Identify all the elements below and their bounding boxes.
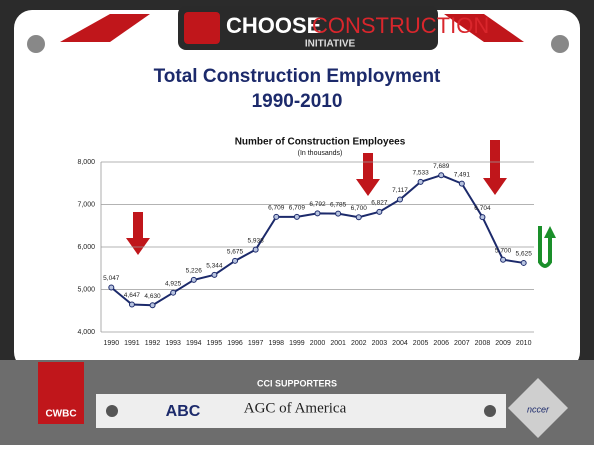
marker [396, 196, 403, 203]
x-tick-label: 2001 [330, 340, 346, 347]
value-label: 6,704 [474, 205, 491, 212]
x-tick-label: 1999 [289, 340, 305, 347]
value-label: 4,925 [165, 280, 182, 287]
y-tick-label: 8,000 [77, 159, 95, 166]
marker [500, 256, 507, 263]
value-label: 6,700 [351, 205, 368, 212]
value-label: 6,785 [330, 201, 347, 208]
slide-title-2: 1990-2010 [252, 91, 343, 112]
marker [314, 210, 321, 217]
marker [149, 302, 156, 309]
marker [232, 257, 239, 264]
value-label: 4,630 [144, 293, 161, 300]
x-tick-label: 1996 [227, 340, 243, 347]
value-label: 5,625 [516, 251, 533, 258]
plot: 4,000 5,000 6,000 7,000 8,000 1990 1991 1992 199… [77, 159, 534, 347]
marker [479, 214, 486, 221]
marker [458, 180, 465, 187]
y-tick-label: 7,000 [77, 201, 95, 208]
slide-area [14, 10, 580, 370]
x-tick-label: 1994 [186, 340, 202, 347]
marker [438, 172, 445, 179]
marker [273, 213, 280, 220]
marker [376, 208, 383, 215]
bolt [106, 405, 118, 417]
value-label: 5,226 [186, 268, 203, 275]
marker [108, 284, 115, 291]
value-label: 6,792 [309, 201, 326, 208]
x-tick-label: 2007 [454, 340, 470, 347]
logo-agc: AGC of America [244, 400, 347, 416]
logo-icon [184, 12, 220, 44]
marker [252, 246, 259, 253]
value-label: 7,533 [412, 170, 429, 177]
marker [190, 276, 197, 283]
logo-strip [96, 394, 506, 428]
value-label: 5,344 [206, 263, 223, 270]
brand-right: CONSTRUCTION [312, 13, 489, 38]
marker [293, 213, 300, 220]
cwbc-logo [38, 362, 84, 424]
x-tick-label: 1998 [268, 340, 284, 347]
y-tick-label: 5,000 [77, 286, 95, 293]
chart-title: Number of Construction Employees [235, 137, 406, 148]
x-tick-label: 1997 [248, 340, 264, 347]
x-tick-label: 1992 [145, 340, 161, 347]
marker [170, 289, 177, 296]
value-label: 6,709 [268, 205, 285, 212]
x-tick-label: 2008 [475, 340, 491, 347]
marker [335, 210, 342, 217]
x-tick-label: 2000 [310, 340, 326, 347]
header-stripes [27, 14, 569, 53]
y-tick-label: 4,000 [77, 329, 95, 336]
x-tick-label: 2002 [351, 340, 367, 347]
x-tick-label: 1990 [104, 340, 120, 347]
x-tick-label: 2009 [495, 340, 511, 347]
arrows [126, 140, 556, 268]
value-label: 6,709 [289, 205, 306, 212]
marker [355, 214, 362, 221]
value-label: 7,689 [433, 163, 450, 170]
brand-sub: INITIATIVE [305, 39, 356, 50]
x-tick-label: 1991 [124, 340, 140, 347]
x-tick-label: 2006 [433, 340, 449, 347]
x-tick-label: 2003 [372, 340, 388, 347]
logo-cwbc: CWBC [45, 409, 76, 420]
value-label: 5,700 [495, 247, 512, 254]
marker [128, 301, 135, 308]
brand-left: CHOOSE [226, 13, 321, 38]
footer-title: CCI SUPPORTERS [257, 378, 337, 388]
bolt [484, 405, 496, 417]
value-label: 5,938 [248, 237, 265, 244]
logo-abc: ABC [166, 403, 201, 420]
value-label: 5,047 [103, 275, 120, 282]
marker [520, 259, 527, 266]
logo-plate [178, 6, 438, 50]
x-tick-label: 1995 [207, 340, 223, 347]
value-label: 5,675 [227, 249, 244, 256]
x-tick-label: 1993 [165, 340, 181, 347]
y-tick-label: 6,000 [77, 244, 95, 251]
marker [417, 178, 424, 185]
value-label: 4,647 [124, 292, 141, 299]
x-tick-label: 2005 [413, 340, 429, 347]
x-tick-label: 2004 [392, 340, 408, 347]
chart-subtitle: (In thousands) [298, 150, 343, 157]
logo-nccer: nccer [527, 404, 550, 414]
value-label: 7,491 [454, 171, 471, 178]
x-tick-label: 2010 [516, 340, 532, 347]
slide-title: Total Construction Employment [154, 66, 441, 87]
value-label: 6,827 [371, 200, 388, 207]
marker [211, 271, 218, 278]
value-label: 7,117 [392, 187, 408, 194]
nccer-logo [508, 378, 568, 438]
